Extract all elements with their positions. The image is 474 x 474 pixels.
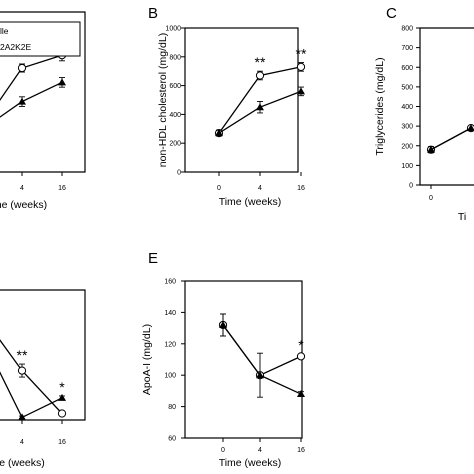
y-tick-label: 400 (169, 112, 181, 119)
y-tick-label: 160 (164, 279, 176, 286)
data-point-filled-triangle (467, 124, 474, 132)
y-axis-title: non-HDL cholesterol (mg/dL) (157, 33, 169, 167)
y-tick-label: 100 (164, 373, 176, 380)
data-point-filled-triangle (18, 413, 26, 421)
panel-E: 60 80 100 120 140 160 0 4 16 ApoA-I (mg/dL) Time (… (141, 250, 306, 469)
x-axis-title: Time (weeks) (219, 457, 282, 469)
axis-frame (184, 27, 299, 173)
x-tick-label: 4 (20, 439, 24, 446)
y-tick-label: 800 (169, 54, 181, 61)
series-line (430, 127, 472, 151)
y-tick-label: 600 (169, 83, 181, 90)
x-tick-label: 4 (20, 185, 24, 192)
panel-C: 0 100 200 300 400 500 600 700 800 0 Triglycerides … (374, 5, 474, 223)
y-tick-label: 300 (401, 124, 413, 131)
x-tick-label: 16 (297, 447, 305, 454)
panel-label: E (148, 250, 158, 267)
y-tick-label: 140 (164, 310, 176, 317)
data-point-filled-triangle (58, 393, 66, 401)
panel-label: C (386, 5, 397, 22)
y-tick-label: 0 (177, 170, 181, 177)
series-line (222, 324, 302, 395)
y-axis-title: ApoA-I (mg/dL) (141, 324, 153, 395)
y-tick-label: 200 (169, 141, 181, 148)
y-tick-label: 500 (401, 84, 413, 91)
y-tick-label: 60 (168, 436, 176, 443)
y-tick-label: 1000 (165, 26, 181, 33)
data-point-filled-triangle (297, 390, 305, 398)
series-line (0, 54, 63, 102)
data-point-filled-triangle (219, 320, 227, 328)
series-line (0, 339, 63, 414)
series-line (0, 371, 63, 419)
axis-frame (0, 289, 86, 421)
y-tick-label: 80 (168, 404, 176, 411)
y-axis-title: Triglycerides (mg/dL) (374, 57, 386, 155)
data-point-open-circle (296, 62, 306, 71)
y-tick-label: 200 (401, 143, 413, 150)
legend-box (0, 21, 81, 57)
panel-D: 4 16e (weeks)*** (0, 289, 86, 469)
axis-frame (419, 27, 474, 186)
data-point-open-circle (296, 352, 306, 361)
y-tick-label: 100 (401, 163, 413, 170)
y-tick-label: 120 (164, 341, 176, 348)
x-tick-label: 16 (58, 439, 66, 446)
y-tick-label: 700 (401, 45, 413, 52)
data-point-filled-triangle (297, 87, 305, 95)
x-tick-label: 4 (258, 185, 262, 192)
x-tick-label: 0 (217, 185, 221, 192)
significance-marker: * (59, 379, 65, 395)
y-tick-label: 800 (401, 26, 413, 33)
data-point-open-circle (17, 366, 27, 375)
y-tick-label: 400 (401, 104, 413, 111)
x-tick-label: 4 (258, 447, 262, 454)
x-tick-label: 0 (429, 195, 433, 202)
data-point-filled-triangle (256, 371, 264, 379)
y-tick-label: 0 (409, 183, 413, 190)
x-tick-label: 16 (297, 185, 305, 192)
panel-B: 0 200 400 600 800 1000 0 4 16 non-HDL cholesterol… (148, 5, 307, 208)
data-point-filled-triangle (427, 145, 435, 153)
significance-marker: ** (255, 54, 266, 70)
x-axis-title: Ti (458, 211, 466, 223)
legend-label: lle (0, 26, 9, 36)
x-tick-label: 16 (58, 185, 66, 192)
data-point-filled-triangle (58, 78, 66, 86)
series-line (0, 81, 63, 118)
data-point-open-circle (255, 71, 265, 80)
legend-label: 2A2K2E (0, 42, 32, 52)
significance-marker: * (298, 337, 304, 353)
y-tick-label: 600 (401, 65, 413, 72)
x-tick-label: 0 (221, 447, 225, 454)
axis-frame (0, 11, 86, 173)
series-line (222, 324, 302, 377)
data-point-filled-triangle (256, 103, 264, 111)
significance-marker: ** (296, 46, 307, 62)
x-axis-title: me (weeks) (0, 199, 47, 211)
data-point-open-circle (17, 63, 27, 73)
significance-marker: ** (17, 347, 28, 363)
data-point-open-circle (57, 409, 67, 418)
axis-frame (184, 280, 303, 439)
panel-label: B (148, 5, 158, 22)
data-point-filled-triangle (215, 129, 223, 137)
x-axis-title: Time (weeks) (219, 196, 282, 208)
data-point-filled-triangle (18, 97, 26, 105)
x-axis-title: e (weeks) (0, 457, 45, 469)
